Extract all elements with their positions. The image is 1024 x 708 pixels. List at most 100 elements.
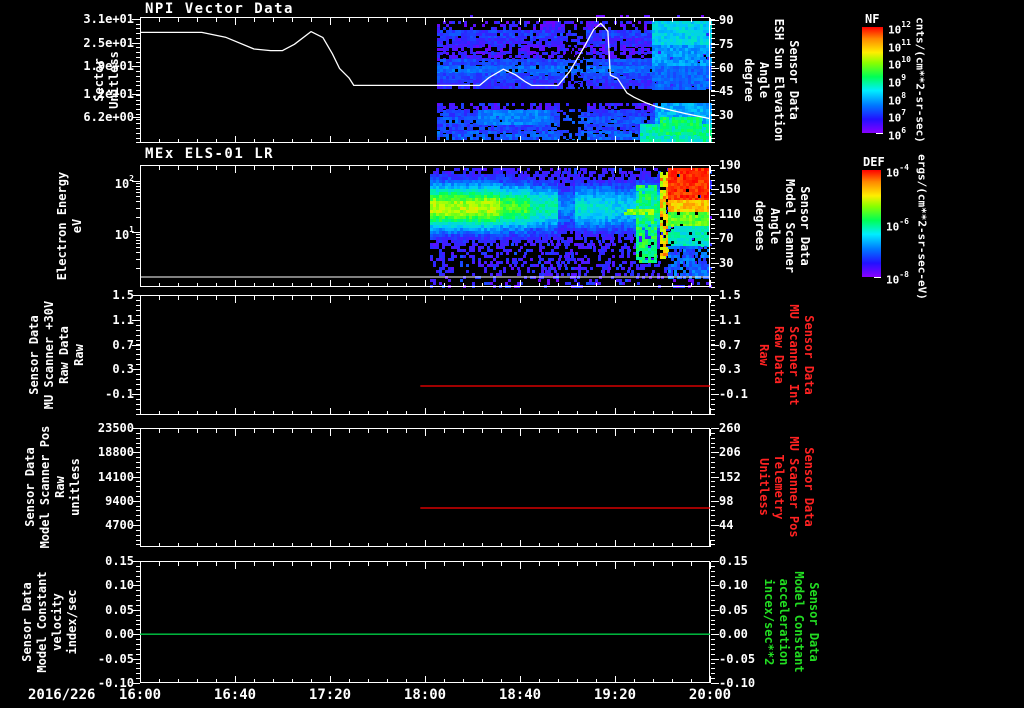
x-tick (216, 679, 217, 683)
y-minor-tick (711, 33, 715, 34)
y-minor-tick (136, 62, 140, 63)
x-tick (615, 280, 616, 287)
y-minor-tick (711, 43, 715, 44)
x-tick (349, 166, 350, 170)
x-tick (159, 18, 160, 22)
y-minor-tick (136, 24, 140, 25)
y-minor-tick (711, 194, 715, 195)
x-tick (482, 18, 483, 22)
y-minor-tick (136, 38, 140, 39)
x-tick (311, 543, 312, 547)
x-tick (368, 411, 369, 415)
tick-label-right: 70 (719, 231, 734, 245)
tick-label-right: 45 (719, 84, 734, 98)
y-minor-tick (711, 457, 715, 458)
x-tick (634, 166, 635, 170)
x-tick (577, 543, 578, 547)
y-minor-tick (136, 624, 140, 625)
x-tick (330, 676, 331, 683)
axis-label-mu-scanner-int: Sensor Data MU Scanner Int Raw Data Raw (757, 304, 816, 406)
x-tick (273, 166, 274, 170)
x-tick (710, 562, 711, 569)
time-tick-label: 16:40 (213, 687, 257, 703)
y-minor-tick (136, 576, 140, 577)
y-major-tick (132, 94, 140, 95)
x-tick (425, 166, 426, 173)
date-label: 2016/226 (28, 687, 96, 703)
y-minor-tick (711, 85, 715, 86)
y-minor-tick (136, 252, 140, 253)
y-minor-tick (711, 354, 715, 355)
x-tick (444, 139, 445, 143)
y-minor-tick (136, 142, 140, 143)
x-tick (311, 411, 312, 415)
y-minor-tick (711, 228, 715, 229)
x-tick (672, 411, 673, 415)
colorbar-def (862, 170, 881, 277)
y-minor-tick (711, 19, 715, 20)
tick-label-left: 0.00 (105, 627, 134, 641)
y-minor-tick (711, 81, 715, 82)
x-tick (197, 429, 198, 433)
x-tick (178, 562, 179, 566)
x-tick (615, 562, 616, 569)
axis-label-model-constant-acceleration: Sensor Data Model Constant acceleration … (762, 571, 821, 673)
y-major-tick (711, 68, 719, 69)
x-tick (159, 283, 160, 287)
x-tick (292, 429, 293, 433)
x-tick (672, 296, 673, 300)
x-tick (520, 280, 521, 287)
x-tick (463, 429, 464, 433)
x-tick (482, 411, 483, 415)
y-minor-tick (136, 128, 140, 129)
time-tick-label: 18:00 (403, 687, 447, 703)
tick-label-left: -0.05 (97, 652, 134, 666)
y-minor-tick (711, 639, 715, 640)
x-tick (330, 562, 331, 569)
x-tick (140, 676, 141, 683)
colorbar-def-title: DEF (863, 155, 885, 169)
tick-label-left: 0.15 (105, 554, 134, 568)
y-minor-tick (711, 90, 715, 91)
y-minor-tick (711, 253, 715, 254)
y-minor-tick (136, 28, 140, 29)
y-major-tick (132, 181, 140, 182)
x-tick (292, 543, 293, 547)
x-tick (463, 543, 464, 547)
x-tick (444, 18, 445, 22)
x-tick (672, 429, 673, 433)
x-tick (634, 18, 635, 22)
panel-title-els: MEx ELS-01 LR (145, 146, 275, 162)
x-tick (634, 543, 635, 547)
x-tick (691, 166, 692, 170)
x-tick (216, 429, 217, 433)
y-minor-tick (711, 481, 715, 482)
x-tick (197, 562, 198, 566)
x-tick (672, 543, 673, 547)
x-tick (653, 283, 654, 287)
y-minor-tick (136, 138, 140, 139)
x-tick (691, 18, 692, 22)
y-minor-tick (136, 76, 140, 77)
x-tick (482, 296, 483, 300)
x-tick (273, 429, 274, 433)
y-minor-tick (711, 305, 715, 306)
y-minor-tick (711, 384, 715, 385)
y-minor-tick (711, 204, 715, 205)
x-tick (387, 283, 388, 287)
x-tick (235, 408, 236, 415)
x-tick (254, 283, 255, 287)
y-minor-tick (711, 668, 715, 669)
y-minor-tick (136, 571, 140, 572)
x-tick (311, 139, 312, 143)
x-tick (235, 429, 236, 436)
x-tick (254, 543, 255, 547)
x-tick (596, 679, 597, 683)
y-minor-tick (711, 409, 715, 410)
y-minor-tick (711, 544, 715, 545)
x-tick (653, 139, 654, 143)
y-minor-tick (711, 590, 715, 591)
x-tick (178, 18, 179, 22)
x-tick (140, 408, 141, 415)
time-tick-label: 20:00 (688, 687, 732, 703)
